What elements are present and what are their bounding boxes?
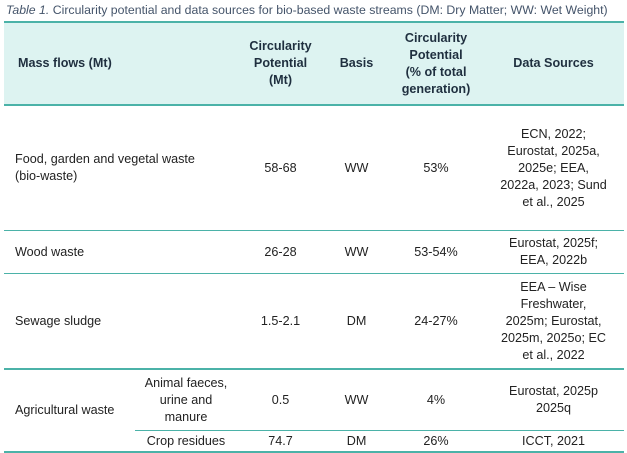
percent-cell: 24-27% (389, 273, 484, 370)
cell-line: Freshwater, (520, 296, 587, 311)
mass-flow-cell: Wood waste (4, 230, 238, 274)
header-circularity-percent: Circularity Potential (% of total genera… (389, 21, 484, 106)
header-mass-flows: Mass flows (Mt) (4, 21, 238, 106)
mass-flow-cell: Agricultural waste (4, 369, 135, 453)
cell-line: manure (164, 409, 208, 424)
potential-cell: 58-68 (237, 105, 325, 231)
header-data-sources: Data Sources (483, 21, 625, 106)
header-line: Potential (409, 47, 463, 62)
table-row: Wood waste 26-28 WW 53-54% Eurostat, 202… (4, 230, 625, 274)
header-row: Mass flows (Mt) Circularity Potential (M… (4, 21, 625, 106)
table-row: Agricultural waste Animal faeces, urine … (4, 369, 625, 453)
header-circularity-potential: Circularity Potential (Mt) (237, 21, 325, 106)
caption-label: Table 1. (6, 3, 50, 17)
cell-line: Eurostat, 2025a, (507, 143, 600, 158)
header-line: Potential (253, 56, 308, 70)
sub-flow-cell: Crop residues (135, 430, 238, 453)
potential-cell: 74.7 (237, 430, 325, 453)
cell-line: EEA – Wise (520, 279, 587, 294)
percent-cell: 26% (389, 430, 484, 453)
sources-cell: EEA – Wise Freshwater, 2025m; Eurostat, … (483, 273, 625, 370)
percent-cell: 53% (389, 105, 484, 231)
cell-line: 2025e; EEA, (518, 160, 589, 175)
mass-flow-cell: Food, garden and vegetal waste (bio-wast… (4, 105, 238, 231)
header-line: (% of total (405, 64, 467, 79)
cell-line: urine and (159, 392, 213, 407)
cell-line: Animal faeces, (144, 375, 228, 390)
sources-cell: ICCT, 2021 (483, 430, 625, 453)
header-line: Circularity (249, 39, 312, 53)
mass-flow-cell: Sewage sludge (4, 273, 238, 370)
sources-cell: Eurostat, 2025p 2025q (483, 369, 625, 431)
potential-cell: 1.5-2.1 (237, 273, 325, 370)
cell-line: Eurostat, 2025f; (509, 236, 598, 250)
potential-cell: 26-28 (237, 230, 325, 274)
cell-line: (bio-waste) (15, 169, 78, 183)
cell-line: et al., 2025 (522, 194, 585, 209)
caption-text: Circularity potential and data sources f… (49, 3, 608, 17)
cell-line: 2025m; Eurostat, (505, 313, 602, 328)
potential-cell: 0.5 (237, 369, 325, 431)
data-table: Mass flows (Mt) Circularity Potential (M… (4, 21, 625, 453)
basis-cell: WW (324, 105, 390, 231)
table-row: Sewage sludge 1.5-2.1 DM 24-27% EEA – Wi… (4, 273, 625, 370)
table-caption: Table 1. Circularity potential and data … (0, 0, 627, 21)
cell-line: Food, garden and vegetal waste (15, 152, 195, 166)
cell-line: EEA, 2022b (519, 253, 588, 267)
basis-cell: WW (324, 369, 390, 431)
basis-cell: DM (324, 273, 390, 370)
cell-line: 2025m, 2025o; EC (501, 330, 607, 345)
cell-line: 2025q (536, 401, 572, 415)
header-line: Circularity (404, 30, 468, 45)
table-row: Food, garden and vegetal waste (bio-wast… (4, 105, 625, 231)
cell-line: ECN, 2022; (520, 126, 587, 141)
sub-flow-cell: Animal faeces, urine and manure (135, 369, 238, 431)
percent-cell: 53-54% (389, 230, 484, 274)
sources-cell: Eurostat, 2025f; EEA, 2022b (483, 230, 625, 274)
cell-line: et al., 2022 (522, 347, 585, 362)
cell-line: Eurostat, 2025p (509, 384, 598, 398)
header-line: generation) (401, 81, 471, 96)
sources-cell: ECN, 2022; Eurostat, 2025a, 2025e; EEA, … (483, 105, 625, 231)
percent-cell: 4% (389, 369, 484, 431)
basis-cell: DM (324, 430, 390, 453)
cell-line: 2022a, 2023; Sund (500, 177, 607, 192)
header-line: (Mt) (268, 73, 293, 87)
header-basis: Basis (324, 21, 390, 106)
basis-cell: WW (324, 230, 390, 274)
